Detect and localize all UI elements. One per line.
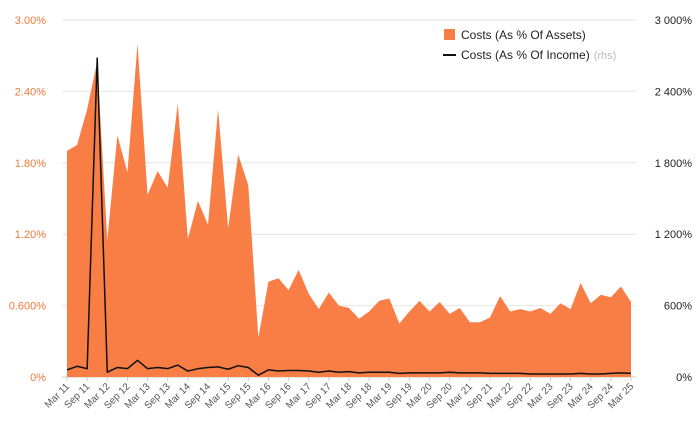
y-right-tick-label: 0% [676, 372, 692, 384]
assets-area-series [67, 43, 631, 378]
y-left-tick-label: 2.40% [15, 86, 46, 98]
y-left-tick-label: 1.20% [15, 229, 46, 241]
legend-note-rhs: (rhs) [594, 50, 617, 62]
income-line-series [66, 57, 632, 376]
legend-label-assets: Costs (As % Of Assets) [461, 28, 586, 42]
y-left-tick-label: 0% [30, 372, 46, 384]
y-right-tick-label: 1 800% [655, 158, 693, 170]
y-right-tick-label: 3 000% [655, 15, 693, 27]
y-right-tick-label: 1 200% [655, 229, 693, 241]
y-right-tick-label: 2 400% [655, 86, 693, 98]
y-right-tick-label: 600% [664, 301, 692, 313]
y-left-tick-label: 1.80% [15, 158, 46, 170]
legend: Costs (As % Of Assets) Costs (As % Of In… [443, 28, 616, 62]
income-line-path [66, 57, 632, 376]
y-left-tick-label: 0.600% [9, 301, 47, 313]
legend-swatch-assets [444, 29, 455, 40]
legend-label-income-text: Costs (As % Of Income) [461, 48, 590, 62]
legend-label-income: Costs (As % Of Income) (rhs) [461, 48, 616, 62]
assets-area-path [67, 43, 631, 378]
y-left-tick-label: 3.00% [15, 15, 46, 27]
